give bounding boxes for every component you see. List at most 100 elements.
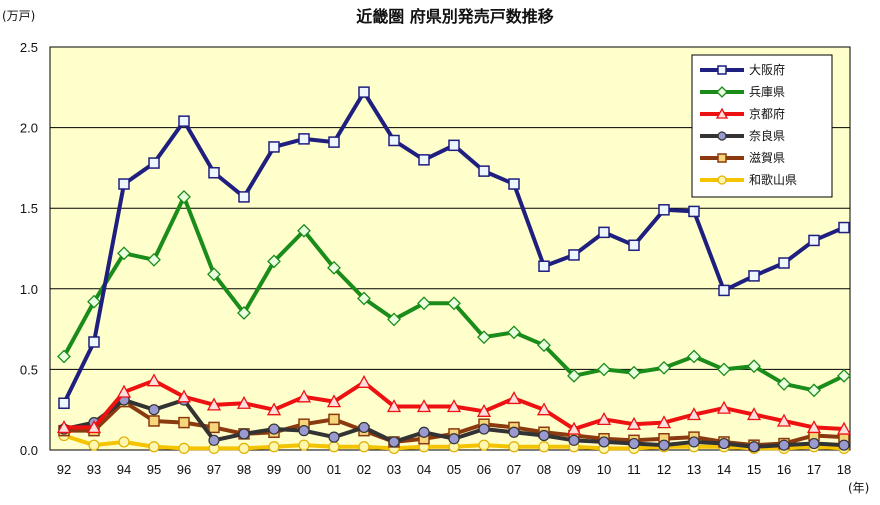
- x-tick-label: 96: [177, 462, 191, 477]
- data-point-marker: [806, 420, 822, 434]
- data-point-marker: [326, 394, 342, 408]
- data-point-marker: [748, 270, 760, 282]
- x-tick-label: 09: [567, 462, 581, 477]
- y-tick-label: 1.0: [20, 282, 38, 297]
- data-point-marker: [657, 360, 671, 375]
- data-point-marker: [478, 165, 490, 177]
- x-tick-label: 03: [387, 462, 401, 477]
- x-tick-label: 04: [417, 462, 431, 477]
- series-layer: [56, 86, 852, 454]
- data-point-marker: [238, 428, 250, 440]
- data-point-marker: [328, 431, 340, 443]
- legend-label: 奈良県: [749, 128, 785, 143]
- series-2: [56, 373, 852, 435]
- data-point-marker: [478, 439, 490, 451]
- data-point-marker: [58, 397, 70, 410]
- x-tick-label: 10: [597, 462, 611, 477]
- data-point-marker: [238, 442, 250, 454]
- data-point-marker: [506, 391, 522, 405]
- data-point-marker: [328, 413, 340, 426]
- data-point-marker: [297, 223, 311, 238]
- data-point-marker: [267, 254, 281, 269]
- data-point-marker: [538, 429, 550, 442]
- data-point-marker: [476, 403, 492, 417]
- legend-label: 兵庫県: [749, 85, 785, 99]
- data-point-marker: [268, 423, 280, 435]
- data-point-marker: [298, 439, 310, 451]
- data-point-marker: [598, 226, 610, 239]
- data-point-marker: [508, 178, 520, 190]
- data-point-marker: [147, 252, 161, 267]
- data-point-marker: [447, 296, 461, 311]
- data-point-marker: [686, 407, 702, 421]
- legend-item: 奈良県: [700, 128, 785, 143]
- data-point-marker: [717, 175, 727, 185]
- data-point-marker: [508, 441, 520, 453]
- data-point-marker: [208, 421, 220, 434]
- data-point-marker: [298, 425, 310, 437]
- data-point-marker: [148, 441, 160, 453]
- data-point-marker: [387, 312, 401, 327]
- data-point-marker: [688, 436, 700, 448]
- data-point-marker: [388, 436, 400, 448]
- y-tick-label: 2.5: [20, 40, 38, 55]
- data-point-marker: [358, 421, 370, 434]
- data-point-marker: [717, 153, 727, 163]
- data-point-marker: [418, 154, 430, 166]
- data-point-marker: [176, 389, 192, 403]
- data-point-marker: [748, 441, 760, 453]
- y-tick-label: 2.0: [20, 121, 38, 136]
- legend-item: 大阪府: [700, 62, 785, 77]
- data-point-marker: [418, 426, 430, 438]
- data-point-marker: [358, 86, 370, 98]
- x-tick-label: 01: [327, 462, 341, 477]
- data-point-marker: [837, 368, 851, 383]
- x-tick-label: 12: [657, 462, 671, 477]
- data-point-marker: [208, 166, 220, 179]
- data-point-marker: [568, 434, 580, 446]
- data-point-marker: [268, 141, 280, 153]
- x-tick-label: 97: [207, 462, 221, 477]
- x-tick-label: 08: [537, 462, 551, 477]
- data-point-marker: [598, 436, 610, 448]
- data-point-marker: [327, 260, 341, 275]
- data-point-marker: [658, 439, 670, 451]
- data-point-marker: [658, 204, 670, 216]
- data-point-marker: [597, 362, 611, 377]
- data-point-marker: [357, 291, 371, 306]
- data-point-marker: [118, 436, 130, 448]
- data-point-marker: [178, 442, 190, 454]
- legend-item: 京都府: [700, 106, 785, 121]
- data-point-marker: [836, 421, 852, 435]
- data-point-marker: [446, 399, 462, 413]
- data-point-marker: [416, 399, 432, 413]
- data-point-marker: [718, 437, 730, 450]
- x-tick-label: 92: [57, 462, 71, 477]
- data-point-marker: [715, 107, 729, 119]
- y-tick-label: 1.5: [20, 201, 38, 216]
- data-point-marker: [688, 205, 700, 218]
- x-tick-label: 11: [627, 462, 641, 477]
- legend-label: 京都府: [749, 106, 785, 121]
- legend-item: 和歌山県: [700, 172, 797, 187]
- data-point-marker: [716, 400, 732, 414]
- x-tick-label: 16: [777, 462, 791, 477]
- data-point-marker: [808, 234, 820, 247]
- x-tick-label: 93: [87, 462, 101, 477]
- legend-label: 滋賀県: [749, 151, 785, 165]
- data-point-marker: [567, 368, 581, 383]
- x-axis-ticks: 92 93 94 95 96 97 98 99 00 01 02 03 04 05 06 07 08 09 10 11…: [57, 462, 851, 477]
- data-point-marker: [117, 246, 131, 261]
- data-point-marker: [778, 439, 790, 451]
- data-point-marker: [716, 86, 728, 98]
- data-point-marker: [417, 296, 431, 311]
- data-point-marker: [208, 434, 220, 446]
- data-point-marker: [478, 423, 490, 435]
- data-point-marker: [718, 284, 730, 297]
- data-point-marker: [87, 294, 101, 309]
- series-0: [58, 86, 850, 410]
- legend-item: 滋賀県: [700, 151, 785, 165]
- x-tick-label: 17: [807, 462, 821, 477]
- data-point-marker: [206, 397, 222, 411]
